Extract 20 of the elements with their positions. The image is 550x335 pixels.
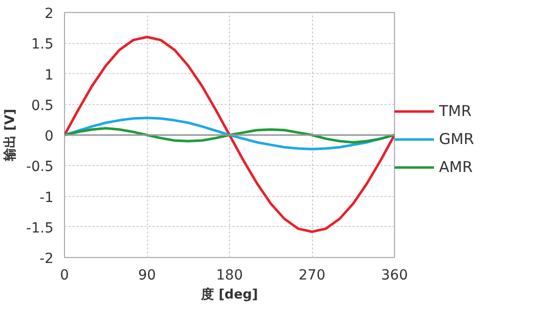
y-axis-title: 输出 [V] (3, 108, 18, 162)
x-tick-label: 270 (298, 268, 326, 284)
y-tick-label: -1.5 (26, 220, 54, 236)
line-series (64, 127, 394, 144)
x-tick-label: 90 (138, 268, 156, 284)
y-tick-label: -0.5 (26, 159, 54, 176)
x-tick-label: 0 (60, 268, 69, 284)
x-axis-title: 度 [deg] (200, 286, 258, 302)
x-tick-label: 360 (381, 268, 408, 284)
x-tick-label: 180 (216, 268, 243, 284)
y-tick-label: 0.5 (31, 98, 54, 114)
legend-label: AMR (439, 158, 473, 176)
y-tick-label: -1 (40, 190, 54, 206)
y-tick-label: 1 (44, 67, 54, 84)
legend-label: TMR (439, 102, 472, 120)
legend-label: GMR (439, 130, 474, 148)
y-tick-label: 1.5 (31, 36, 54, 53)
y-tick-label: 0 (44, 128, 54, 144)
y-tick-label: -2 (40, 251, 54, 267)
y-tick-label: 2 (44, 6, 54, 22)
